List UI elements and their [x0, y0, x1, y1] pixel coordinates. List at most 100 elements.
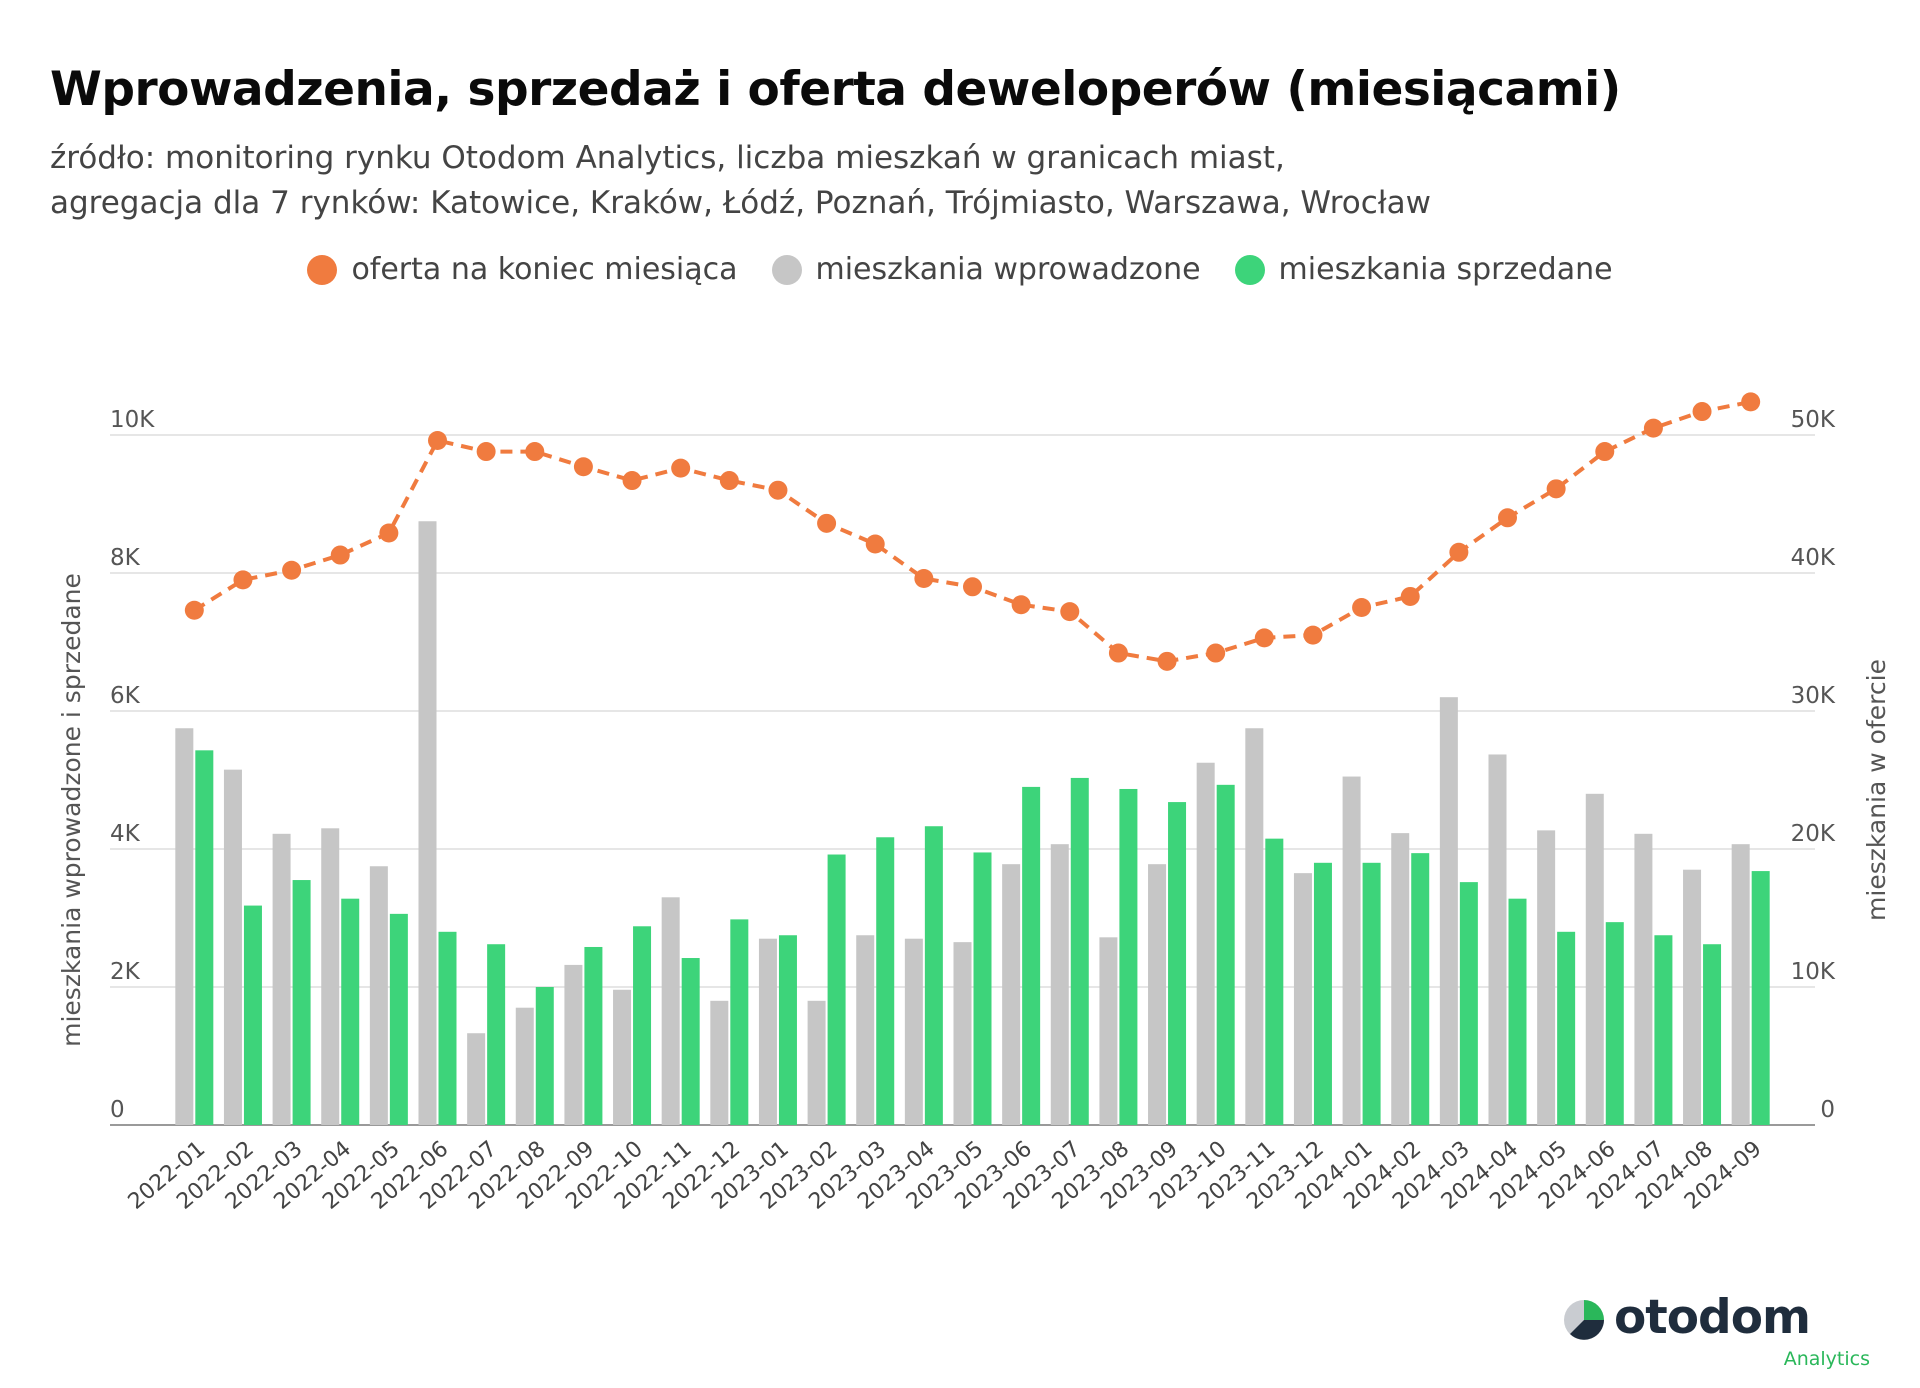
- bar-introduced: [1634, 833, 1653, 1125]
- offer-point: [428, 431, 447, 451]
- offer-point: [1157, 651, 1177, 671]
- bar-introduced: [175, 728, 194, 1125]
- bar-introduced: [467, 1033, 486, 1125]
- offer-point: [525, 442, 545, 462]
- y-tick-label-left: 2K: [110, 959, 141, 985]
- offer-point: [379, 523, 399, 543]
- bar-introduced: [321, 828, 340, 1125]
- bar-sold: [1362, 862, 1381, 1125]
- bar-sold: [1703, 944, 1722, 1125]
- bar-introduced: [710, 1000, 729, 1125]
- y-tick-label-left: 0: [110, 1097, 125, 1123]
- y-tick-label-right: 40K: [1791, 545, 1836, 571]
- bar-introduced: [1002, 864, 1021, 1125]
- legend-offer-marker: [307, 254, 338, 285]
- bar-introduced: [418, 521, 437, 1125]
- bar-sold: [1070, 777, 1089, 1125]
- bar-introduced: [807, 1000, 826, 1125]
- bar-introduced: [369, 866, 388, 1125]
- chart-canvas: 0 0 2K 10K 4K 20K 6K 30K 8K 40K 10K 50K mieszkania w…: [57, 392, 1891, 1215]
- offer-point: [1206, 643, 1226, 663]
- chart-legend: oferta na koniec miesiąca mieszkania wpr…: [0, 252, 1920, 287]
- bar-sold: [341, 898, 360, 1125]
- bar-introduced: [1585, 793, 1604, 1125]
- bar-introduced: [272, 833, 291, 1125]
- offer-point: [233, 570, 253, 590]
- offer-point: [184, 600, 204, 620]
- legend-item-introduced[interactable]: mieszkania wprowadzone: [771, 252, 1201, 287]
- offer-point: [963, 577, 982, 597]
- offer-point: [330, 545, 350, 565]
- offer-point: [1449, 542, 1469, 562]
- bar-sold: [243, 905, 262, 1125]
- legend-introduced-marker: [771, 254, 802, 285]
- bar-sold: [1168, 802, 1187, 1125]
- bar-sold: [876, 837, 895, 1125]
- bar-introduced: [661, 897, 680, 1125]
- legend-sold-label: mieszkania sprzedane: [1278, 252, 1613, 287]
- bar-sold: [1557, 931, 1576, 1125]
- offer-point: [671, 458, 691, 478]
- bar-introduced: [953, 942, 972, 1125]
- bar-sold: [1751, 871, 1770, 1125]
- bar-introduced: [904, 938, 923, 1125]
- offer-point: [1643, 418, 1663, 438]
- legend-item-offer[interactable]: oferta na koniec miesiąca: [307, 252, 738, 287]
- bar-introduced: [1050, 844, 1069, 1125]
- bar-introduced: [1099, 937, 1118, 1125]
- offer-point: [1108, 643, 1128, 663]
- offer-point: [1741, 392, 1761, 412]
- bar-sold: [1022, 786, 1041, 1125]
- offer-point: [1303, 625, 1323, 645]
- offer-point: [1692, 402, 1712, 422]
- bar-introduced: [1488, 754, 1507, 1125]
- bar-introduced: [1342, 776, 1361, 1125]
- bar-introduced: [515, 1007, 534, 1125]
- legend-sold-marker: [1234, 254, 1265, 285]
- bar-introduced: [1196, 762, 1215, 1125]
- offer-point: [1011, 595, 1031, 615]
- offer-point: [719, 471, 739, 491]
- offer-point: [1060, 602, 1080, 622]
- bar-sold: [438, 931, 457, 1125]
- legend-item-sold[interactable]: mieszkania sprzedane: [1234, 252, 1613, 287]
- offer-point: [865, 534, 885, 554]
- bar-sold: [924, 826, 943, 1125]
- y-tick-label-left: 8K: [110, 545, 141, 571]
- subtitle-aggregation: agregacja dla 7 rynków: Katowice, Kraków…: [50, 185, 1431, 221]
- bar-sold: [1411, 853, 1430, 1125]
- bar-sold: [584, 946, 603, 1125]
- bar-introduced: [1245, 728, 1264, 1125]
- bar-sold: [1313, 862, 1332, 1125]
- offer-point: [1546, 479, 1566, 499]
- bar-sold: [1654, 935, 1673, 1125]
- bar-sold: [778, 935, 797, 1125]
- offer-point: [573, 457, 593, 477]
- bar-sold: [633, 926, 652, 1125]
- offer-point: [1400, 586, 1420, 606]
- bar-sold: [487, 944, 506, 1125]
- bar-introduced: [1439, 697, 1458, 1125]
- otodom-logo-icon: [1564, 1300, 1604, 1340]
- bar-sold: [730, 919, 749, 1125]
- bar-sold: [1119, 788, 1138, 1125]
- bar-layer: [175, 521, 1770, 1125]
- bar-sold: [973, 852, 992, 1125]
- bar-sold: [1216, 784, 1235, 1125]
- legend-introduced-label: mieszkania wprowadzone: [815, 252, 1201, 287]
- offer-point: [1254, 628, 1274, 648]
- bar-sold: [1265, 838, 1284, 1125]
- y-tick-label-right: 0: [1820, 1097, 1835, 1123]
- bar-introduced: [1683, 869, 1702, 1125]
- line-layer: [184, 392, 1761, 671]
- page-title: Wprowadzenia, sprzedaż i oferta dewelope…: [50, 62, 1621, 117]
- bar-introduced: [1731, 844, 1750, 1125]
- otodom-logo-sub: Analytics: [1783, 1348, 1870, 1370]
- y-axis-title-right: mieszkania w ofercie: [1862, 659, 1891, 921]
- y-tick-label-left: 10K: [110, 407, 155, 433]
- bar-sold: [389, 913, 408, 1125]
- bar-introduced: [223, 769, 242, 1125]
- bar-introduced: [1293, 873, 1312, 1125]
- y-tick-label-left: 4K: [110, 821, 141, 847]
- bar-introduced: [758, 938, 777, 1125]
